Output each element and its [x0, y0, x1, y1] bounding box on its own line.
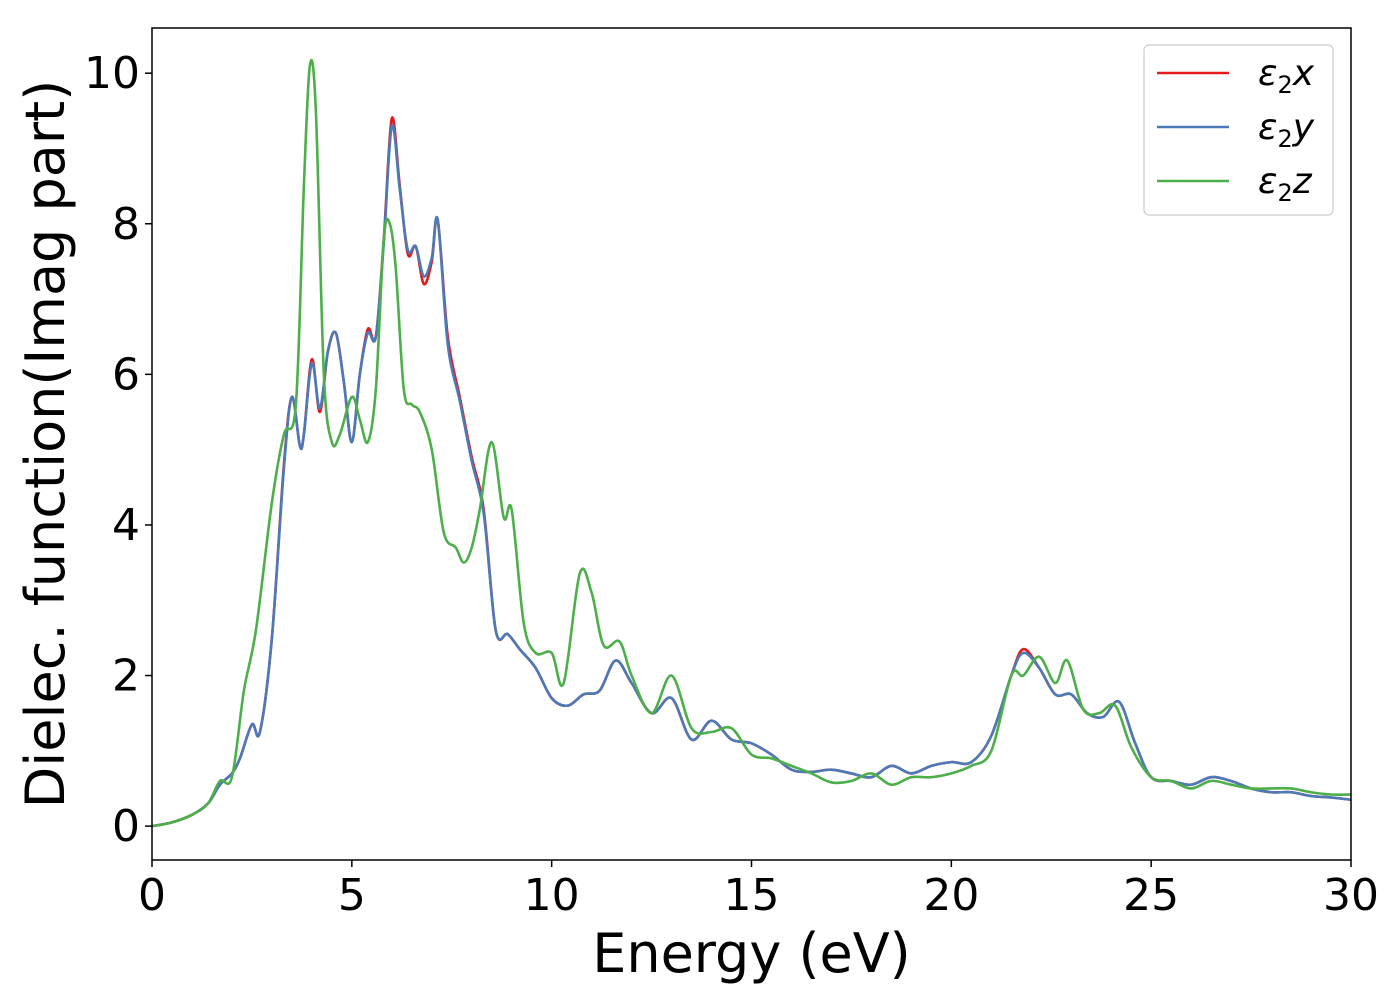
x-axis: 0 5 10 15 20 25 30: [138, 860, 1379, 921]
x-tick-label: 20: [923, 870, 979, 921]
y-tick-label: 4: [112, 500, 140, 551]
x-tick-label: 25: [1123, 870, 1179, 921]
y-tick-label: 0: [112, 801, 140, 852]
legend-subscript: 2: [1277, 71, 1292, 99]
x-tick-label: 5: [338, 870, 366, 921]
y-axis-label: Dielec. function(Imag part): [14, 80, 77, 809]
legend-epsilon: ε: [1258, 107, 1277, 148]
legend-label-y: ε2y: [1258, 107, 1315, 153]
y-axis: 0 2 4 6 8 10: [84, 48, 152, 852]
y-tick-label: 2: [112, 651, 140, 702]
legend-subscript: 2: [1277, 179, 1292, 207]
series-line-y: [151, 123, 1352, 828]
legend-epsilon: ε: [1258, 161, 1277, 202]
y-tick-label: 10: [84, 48, 140, 99]
y-tick-label: 6: [112, 349, 140, 400]
legend-label-z: ε2z: [1258, 161, 1313, 207]
series-line-z: [151, 59, 1352, 828]
legend-subscript: 2: [1277, 125, 1292, 153]
legend-label-x: ε2x: [1258, 53, 1315, 99]
legend-box: [1143, 44, 1334, 216]
legend-component: x: [1292, 53, 1315, 94]
x-axis-label: Energy (eV): [592, 922, 911, 985]
y-tick-label: 8: [112, 199, 140, 250]
legend-component: z: [1292, 161, 1313, 202]
x-tick-label: 0: [138, 870, 166, 921]
series-line-x: [151, 116, 1352, 828]
x-tick-label: 15: [724, 870, 780, 921]
x-tick-label: 30: [1323, 870, 1379, 921]
x-tick-label: 10: [524, 870, 580, 921]
series-layer: [151, 59, 1352, 828]
legend-epsilon: ε: [1258, 53, 1277, 94]
legend-component: y: [1292, 107, 1315, 148]
